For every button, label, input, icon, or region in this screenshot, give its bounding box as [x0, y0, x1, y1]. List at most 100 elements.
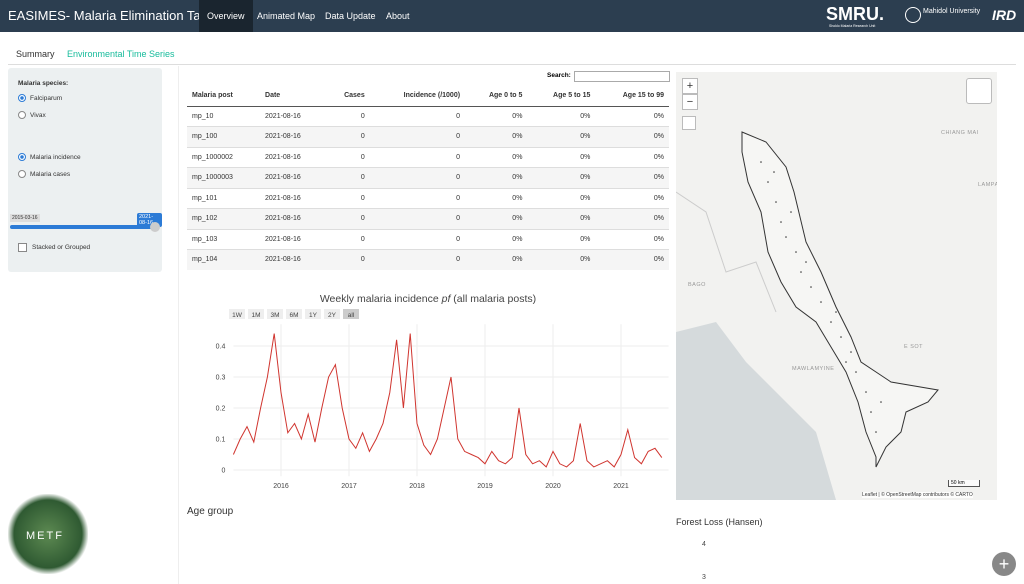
table-cell: mp_102	[187, 208, 261, 229]
radio-option[interactable]: Vivax	[18, 111, 46, 119]
nav-item[interactable]: Overview	[199, 0, 253, 32]
table-cell: 0%	[527, 146, 596, 168]
column-header[interactable]: Date	[260, 86, 326, 107]
radio-dot[interactable]	[18, 111, 26, 119]
range-button[interactable]: 1M	[251, 312, 260, 319]
radio-label: Malaria cases	[30, 171, 71, 178]
table-cell: 0%	[527, 167, 596, 188]
table-row: mp_103 2021-08-16 0 0 0% 0% 0%	[187, 228, 669, 250]
radio-label: Falciparum	[30, 95, 63, 102]
region-outline	[741, 131, 939, 468]
checkbox[interactable]	[18, 243, 27, 252]
table-cell: mp_10	[187, 105, 261, 127]
fab-add[interactable]: +	[992, 552, 1016, 576]
zoom-out[interactable]: −	[682, 94, 698, 110]
radio-dot[interactable]	[18, 153, 26, 161]
table-cell: 0	[369, 126, 466, 147]
table-row: mp_1000003 2021-08-16 0 0 0% 0% 0%	[187, 167, 669, 188]
column-header[interactable]: Age 5 to 15	[527, 86, 596, 107]
column-header[interactable]: Incidence (/1000)	[369, 86, 466, 107]
slider-track[interactable]	[10, 225, 156, 229]
range-button-bg[interactable]	[248, 309, 264, 319]
tab[interactable]: Summary	[16, 49, 55, 59]
table-cell: 0	[369, 187, 466, 209]
nav-item[interactable]: About	[386, 11, 410, 21]
tab-rule	[8, 64, 1016, 65]
table-cell: 0%	[465, 187, 528, 209]
search-label: Search:	[547, 72, 571, 79]
metf-logo: METF	[8, 494, 88, 574]
table-cell: 0%	[595, 126, 669, 147]
table-cell: 2021-08-16	[260, 167, 326, 188]
table-cell: mp_103	[187, 228, 261, 250]
table-cell: 2021-08-16	[260, 228, 326, 250]
table-cell: 0	[325, 167, 370, 188]
table-cell: 0%	[527, 105, 596, 127]
table-row: mp_101 2021-08-16 0 0 0% 0% 0%	[187, 187, 669, 209]
column-header[interactable]: Age 0 to 5	[465, 86, 528, 107]
nav-item[interactable]: Data Update	[325, 11, 376, 21]
table-cell: mp_100	[187, 126, 261, 147]
radio-dot[interactable]	[18, 94, 26, 102]
table-cell: 0%	[527, 126, 596, 147]
road	[676, 191, 777, 313]
table-cell: 2021-08-16	[260, 208, 326, 229]
table-cell: 0	[325, 146, 370, 168]
range-button[interactable]: 1Y	[309, 312, 318, 319]
map-label: LAMPA	[978, 182, 997, 188]
range-button-bg[interactable]	[286, 309, 302, 319]
nav-item[interactable]: Animated Map	[257, 11, 316, 21]
navbar: EASIMES- Malaria Elimination Task Force …	[0, 0, 1024, 32]
main-panel	[178, 66, 676, 584]
table-cell: 2021-08-16	[260, 249, 326, 270]
radio-option[interactable]: Falciparum	[18, 94, 62, 102]
range-button-bg[interactable]	[267, 309, 283, 319]
table-cell: 0%	[527, 208, 596, 229]
radio-dot[interactable]	[18, 170, 26, 178]
map-canvas	[676, 131, 939, 500]
table-cell: 0	[369, 228, 466, 250]
table-cell: 0	[369, 146, 466, 168]
range-button-bg[interactable]	[305, 309, 321, 319]
range-button[interactable]: 3M	[270, 312, 279, 319]
range-button[interactable]: 6M	[289, 312, 298, 319]
title-suffix: (all malaria posts)	[453, 293, 536, 305]
layers-button[interactable]	[966, 78, 992, 104]
range-button-bg[interactable]	[343, 309, 359, 319]
column-header[interactable]: Cases	[325, 86, 370, 107]
range-button[interactable]: 1W	[232, 312, 243, 319]
map-label: E SOT	[904, 344, 924, 350]
range-button[interactable]: all	[348, 312, 355, 319]
table-cell: 0	[369, 105, 466, 127]
map: + − CHIANG MAI LAMPA BAGO MAWLAMYINE E SOT 5…	[676, 72, 997, 500]
slider-handle[interactable]	[150, 222, 160, 232]
map-label: MAWLAMYINE	[792, 366, 835, 372]
column-header[interactable]: Age 15 to 99	[595, 86, 669, 107]
mahidol-logo: Mahidol University	[923, 8, 981, 15]
radio-option[interactable]: Malaria cases	[18, 170, 70, 178]
table-cell: 0%	[595, 105, 669, 127]
column-header[interactable]: Malaria post	[187, 86, 261, 107]
mahidol-emblem	[905, 7, 921, 23]
range-button[interactable]: 2Y	[328, 312, 337, 319]
y-tick-label: 4	[702, 541, 706, 548]
table-cell: 0	[369, 249, 466, 270]
table-cell: mp_1000002	[187, 146, 261, 168]
radio-option[interactable]: Malaria incidence	[18, 153, 81, 161]
table-cell: 0	[325, 228, 370, 250]
zoom-in[interactable]: +	[682, 78, 698, 94]
table-wrap: Malaria post Date Cases Incidence (/1000) Ag…	[187, 86, 669, 270]
fullscreen[interactable]	[682, 116, 696, 130]
table-cell: 0%	[595, 228, 669, 250]
metf-text: METF	[26, 530, 64, 542]
table-cell: 2021-08-16	[260, 146, 326, 168]
range-button-bg[interactable]	[229, 309, 245, 319]
table-cell: 0%	[465, 249, 528, 270]
attribution: Leaflet | © OpenStreetMap contributors ©…	[862, 492, 973, 498]
search-input[interactable]	[574, 71, 670, 82]
tab[interactable]: Environmental Time Series	[67, 49, 175, 59]
forest-loss-title: Forest Loss (Hansen)	[676, 517, 763, 527]
range-button-bg[interactable]	[324, 309, 340, 319]
post-dots	[760, 161, 882, 433]
